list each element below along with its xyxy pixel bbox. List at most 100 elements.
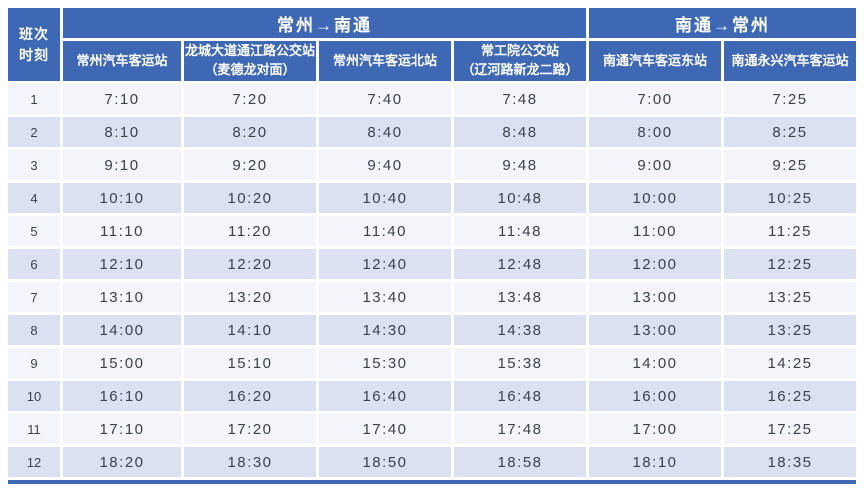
time-cell: 9:00 — [589, 150, 721, 180]
time-cell: 18:58 — [454, 447, 586, 477]
trip-number: 7 — [8, 282, 60, 312]
time-cell: 14:25 — [724, 348, 856, 378]
station-header-changzhou-north-station: 常州汽车客运北站 — [319, 41, 451, 81]
time-cell: 8:48 — [454, 117, 586, 147]
table-row: 8 14:00 14:10 14:30 14:38 13:00 13:25 — [8, 315, 856, 345]
table-row: 2 8:10 8:20 8:40 8:48 8:00 8:25 — [8, 117, 856, 147]
header-row-groups: 班次 时刻 常州→南通 南通→常州 — [8, 8, 856, 81]
time-cell: 10:48 — [454, 183, 586, 213]
trip-number: 6 — [8, 249, 60, 279]
time-cell: 9:48 — [454, 150, 586, 180]
time-cell: 16:00 — [589, 381, 721, 411]
time-cell: 14:00 — [63, 315, 181, 345]
time-cell: 10:20 — [184, 183, 316, 213]
table-row: 4 10:10 10:20 10:40 10:48 10:00 10:25 — [8, 183, 856, 213]
time-cell: 14:10 — [184, 315, 316, 345]
time-cell: 16:25 — [724, 381, 856, 411]
time-cell: 11:20 — [184, 216, 316, 246]
time-cell: 17:25 — [724, 414, 856, 444]
time-cell: 8:00 — [589, 117, 721, 147]
trip-number: 1 — [8, 84, 60, 114]
time-cell: 11:40 — [319, 216, 451, 246]
time-cell: 18:10 — [589, 447, 721, 477]
time-cell: 13:00 — [589, 282, 721, 312]
trip-number: 12 — [8, 447, 60, 477]
time-cell: 16:10 — [63, 381, 181, 411]
trip-number: 4 — [8, 183, 60, 213]
header-row-stations: 常州汽车客运站 龙城大道通江路公交站 （麦德龙对面） 常州汽车客运北站 常工院公… — [8, 41, 856, 81]
table-row: 9 15:00 15:10 15:30 15:38 14:00 14:25 — [8, 348, 856, 378]
time-cell: 7:20 — [184, 84, 316, 114]
time-cell: 12:48 — [454, 249, 586, 279]
group-header-changzhou-to-nantong: 常州→南通 — [63, 8, 586, 38]
table-row: 11 17:10 17:20 17:40 17:48 17:00 17:25 — [8, 414, 856, 444]
time-cell: 17:00 — [589, 414, 721, 444]
time-cell: 14:30 — [319, 315, 451, 345]
time-cell: 9:25 — [724, 150, 856, 180]
time-cell: 11:48 — [454, 216, 586, 246]
time-cell: 15:10 — [184, 348, 316, 378]
time-cell: 11:00 — [589, 216, 721, 246]
table-row: 3 9:10 9:20 9:40 9:48 9:00 9:25 — [8, 150, 856, 180]
time-cell: 10:40 — [319, 183, 451, 213]
trip-number: 2 — [8, 117, 60, 147]
time-cell: 7:48 — [454, 84, 586, 114]
station-header-changgongyuan-stop: 常工院公交站 （辽河路新龙二路） — [454, 41, 586, 81]
time-cell: 13:40 — [319, 282, 451, 312]
time-cell: 10:00 — [589, 183, 721, 213]
time-cell: 9:10 — [63, 150, 181, 180]
time-cell: 9:40 — [319, 150, 451, 180]
trip-number: 5 — [8, 216, 60, 246]
time-cell: 17:10 — [63, 414, 181, 444]
trip-number: 3 — [8, 150, 60, 180]
table-row: 6 12:10 12:20 12:40 12:48 12:00 12:25 — [8, 249, 856, 279]
time-cell: 7:40 — [319, 84, 451, 114]
time-cell: 13:00 — [589, 315, 721, 345]
trip-number: 9 — [8, 348, 60, 378]
bus-timetable: 班次 时刻 常州→南通 南通→常州 常州汽车客运站 龙城大道通江路公交站 （麦德… — [5, 5, 859, 487]
time-cell: 10:10 — [63, 183, 181, 213]
time-cell: 11:25 — [724, 216, 856, 246]
time-cell: 14:38 — [454, 315, 586, 345]
time-cell: 17:20 — [184, 414, 316, 444]
table-row: 10 16:10 16:20 16:40 16:48 16:00 16:25 — [8, 381, 856, 411]
time-cell: 12:10 — [63, 249, 181, 279]
table-row: 1 7:10 7:20 7:40 7:48 7:00 7:25 — [8, 84, 856, 114]
time-cell: 17:48 — [454, 414, 586, 444]
time-cell: 7:25 — [724, 84, 856, 114]
time-cell: 7:10 — [63, 84, 181, 114]
time-cell: 16:40 — [319, 381, 451, 411]
station-header-nantong-yongxing-station: 南通永兴汽车客运站 — [724, 41, 856, 81]
time-cell: 17:40 — [319, 414, 451, 444]
table-row: 7 13:10 13:20 13:40 13:48 13:00 13:25 — [8, 282, 856, 312]
time-cell: 8:40 — [319, 117, 451, 147]
table-bottom-border — [8, 480, 856, 484]
timetable-body: 1 7:10 7:20 7:40 7:48 7:00 7:25 2 8:10 8:20 8:40 8:… — [8, 84, 856, 477]
time-cell: 16:20 — [184, 381, 316, 411]
time-cell: 8:20 — [184, 117, 316, 147]
time-cell: 13:25 — [724, 315, 856, 345]
time-cell: 18:35 — [724, 447, 856, 477]
corner-header-trip-time: 班次 时刻 — [8, 8, 60, 81]
station-header-changzhou-bus-station: 常州汽车客运站 — [63, 41, 181, 81]
trip-number: 11 — [8, 414, 60, 444]
time-cell: 13:48 — [454, 282, 586, 312]
station-header-nantong-east-station: 南通汽车客运东站 — [589, 41, 721, 81]
time-cell: 18:20 — [63, 447, 181, 477]
time-cell: 12:00 — [589, 249, 721, 279]
time-cell: 18:50 — [319, 447, 451, 477]
time-cell: 15:30 — [319, 348, 451, 378]
timetable-footer — [8, 480, 856, 484]
time-cell: 10:25 — [724, 183, 856, 213]
time-cell: 8:25 — [724, 117, 856, 147]
table-row: 5 11:10 11:20 11:40 11:48 11:00 11:25 — [8, 216, 856, 246]
time-cell: 7:00 — [589, 84, 721, 114]
time-cell: 15:00 — [63, 348, 181, 378]
trip-number: 8 — [8, 315, 60, 345]
table-row: 12 18:20 18:30 18:50 18:58 18:10 18:35 — [8, 447, 856, 477]
time-cell: 14:00 — [589, 348, 721, 378]
trip-number: 10 — [8, 381, 60, 411]
time-cell: 13:20 — [184, 282, 316, 312]
bottom-border-bar — [8, 480, 856, 484]
